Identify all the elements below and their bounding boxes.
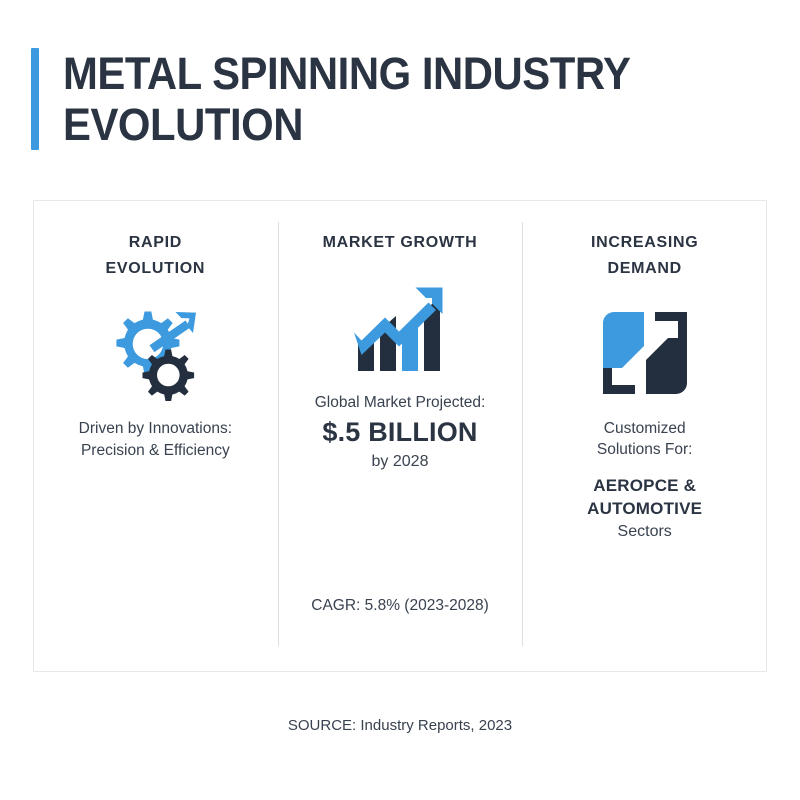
bar-chart-growth-icon bbox=[278, 262, 523, 392]
column-increasing-demand: INCREASING DEMAND Customized Solutions F… bbox=[522, 200, 767, 672]
source-note: SOURCE: Industry Reports, 2023 bbox=[287, 717, 513, 734]
title-accent-bar bbox=[31, 48, 39, 150]
column-market-growth: MARKET GROWTH Global Market Projected: $… bbox=[277, 200, 523, 672]
market-value: $.5 BILLION bbox=[322, 417, 478, 447]
sector-suffix: Sectors bbox=[617, 523, 672, 540]
column-heading: RAPID EVOLUTION bbox=[105, 234, 206, 277]
gear-arrow-icon bbox=[33, 288, 278, 418]
column-body-text: Global Market Projected: bbox=[314, 394, 486, 411]
sector-emphasis: AEROPCE & AUTOMOTIVE bbox=[587, 476, 703, 518]
column-heading: MARKET GROWTH bbox=[322, 234, 478, 251]
column-rapid-evolution: RAPID EVOLUTION Driven by Innovations: P… bbox=[33, 200, 278, 672]
page-title-block: METAL SPINNING INDUSTRY EVOLUTION bbox=[31, 48, 731, 150]
cagr-note: CAGR: 5.8% (2023-2028) bbox=[311, 597, 489, 614]
columns-container: RAPID EVOLUTION Driven by Innovations: P… bbox=[33, 200, 767, 672]
market-value-year: by 2028 bbox=[371, 453, 429, 470]
abstract-n-logo-icon bbox=[522, 288, 767, 418]
column-body-text: Customized Solutions For: bbox=[596, 420, 693, 458]
column-body-text: Driven by Innovations: Precision & Effic… bbox=[78, 420, 233, 459]
column-heading: INCREASING DEMAND bbox=[590, 234, 699, 277]
page-title: METAL SPINNING INDUSTRY EVOLUTION bbox=[63, 48, 631, 150]
content-card bbox=[33, 200, 767, 672]
